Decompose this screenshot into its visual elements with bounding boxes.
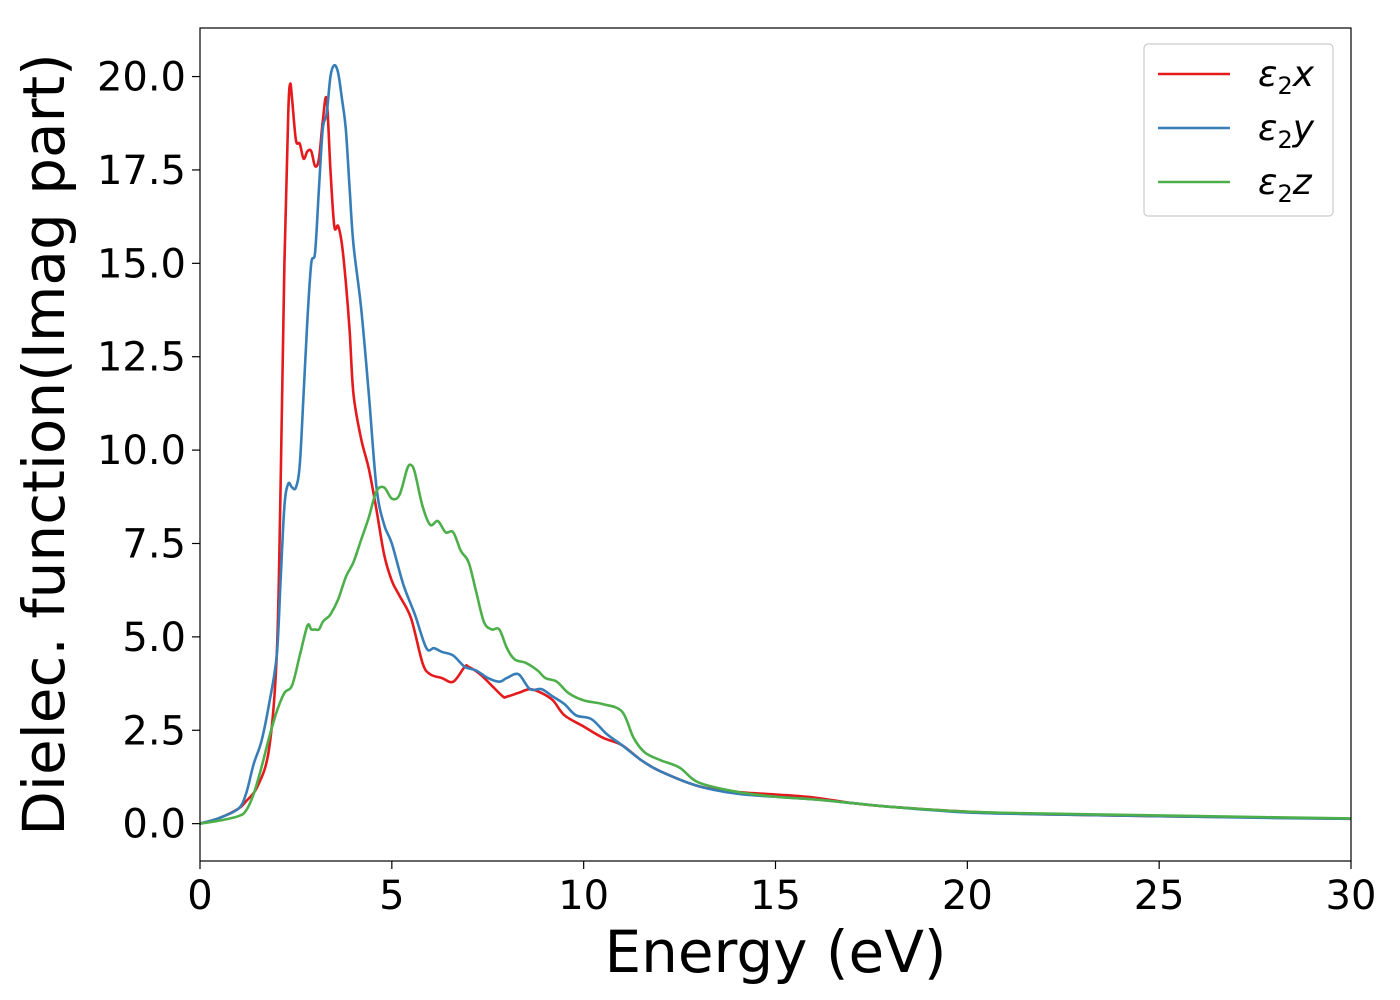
y-tick-label: 12.5 xyxy=(97,335,186,381)
y-tick-label: 15.0 xyxy=(97,241,186,287)
y-tick-label: 0.0 xyxy=(122,802,186,848)
x-tick-label: 10 xyxy=(558,873,609,919)
x-tick-label: 0 xyxy=(187,873,212,919)
legend-label-y: ε2y xyxy=(1258,108,1315,154)
legend-entries: ε2x ε2y ε2z xyxy=(1158,54,1315,208)
series-line-y xyxy=(200,63,1351,825)
y-tick-label: 20.0 xyxy=(97,55,186,101)
y-axis: 0.0 2.5 5.0 7.5 10.0 12.5 15.0 17.5 20.0 xyxy=(97,55,200,848)
series-line-z xyxy=(200,463,1351,825)
x-tick-label: 25 xyxy=(1134,873,1185,919)
y-tick-label: 7.5 xyxy=(122,521,186,567)
y-tick-label: 17.5 xyxy=(97,148,186,194)
y-tick-label: 2.5 xyxy=(122,708,186,754)
x-tick-label: 15 xyxy=(750,873,801,919)
legend-label-z: ε2z xyxy=(1258,162,1313,208)
legend: ε2x ε2y ε2z xyxy=(1143,43,1334,217)
y-axis-label: Dielec. function(Imag part) xyxy=(10,53,78,836)
legend-box xyxy=(1143,43,1334,217)
x-axis-label: Energy (eV) xyxy=(604,918,946,986)
x-axis: 0 5 10 15 20 25 30 xyxy=(187,861,1376,919)
x-tick-label: 20 xyxy=(942,873,993,919)
x-tick-label: 30 xyxy=(1326,873,1377,919)
legend-label-x: ε2x xyxy=(1258,54,1315,100)
y-tick-label: 10.0 xyxy=(97,428,186,474)
series-layer xyxy=(200,63,1351,825)
x-tick-label: 5 xyxy=(379,873,404,919)
y-tick-label: 5.0 xyxy=(122,615,186,661)
